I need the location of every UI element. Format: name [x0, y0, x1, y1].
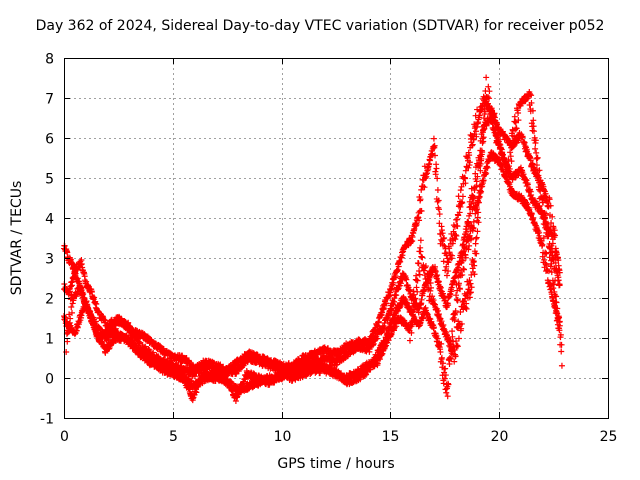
data-point-marker: [432, 268, 439, 275]
data-point-marker: [403, 276, 410, 283]
chart-title: Day 362 of 2024, Sidereal Day-to-day VTE…: [35, 18, 605, 34]
data-point-marker: [437, 284, 444, 291]
data-point-marker: [64, 338, 71, 345]
data-point-marker: [436, 211, 443, 218]
data-point-marker: [449, 328, 456, 335]
data-point-marker: [472, 128, 479, 135]
series-trace-a: [61, 111, 563, 380]
data-point-marker: [433, 165, 440, 172]
data-point-marker: [437, 348, 444, 355]
data-point-marker: [434, 175, 441, 182]
data-point-marker: [430, 135, 437, 142]
data-point-marker: [440, 258, 447, 265]
data-point-marker: [445, 302, 452, 309]
data-point-marker: [438, 354, 445, 361]
data-point-marker: [67, 288, 74, 295]
data-point-marker: [150, 349, 157, 356]
data-point-marker: [461, 266, 468, 273]
data-point-marker: [434, 198, 441, 205]
data-point-marker: [444, 393, 451, 400]
data-point-marker: [373, 335, 380, 342]
data-point-marker: [457, 187, 464, 194]
data-point-marker: [442, 267, 449, 274]
data-point-marker: [393, 292, 400, 299]
data-point-marker: [434, 272, 441, 279]
data-point-marker: [543, 250, 550, 257]
series-trace-b: [61, 93, 563, 375]
data-point-marker: [454, 216, 461, 223]
data-point-marker: [459, 193, 466, 200]
data-point-marker: [443, 389, 450, 396]
data-points: [61, 74, 565, 404]
data-point-marker: [432, 171, 439, 178]
data-point-marker: [521, 139, 528, 146]
data-point-marker: [434, 187, 441, 194]
data-point-marker: [145, 346, 152, 353]
data-point-marker: [443, 272, 450, 279]
data-point-marker: [442, 297, 449, 304]
data-point-marker: [397, 280, 404, 287]
data-point-marker: [68, 303, 75, 310]
data-point-marker: [442, 365, 449, 372]
data-point-marker: [191, 373, 198, 380]
data-point-marker: [447, 251, 454, 258]
data-point-marker: [388, 305, 395, 312]
data-point-marker: [435, 278, 442, 285]
